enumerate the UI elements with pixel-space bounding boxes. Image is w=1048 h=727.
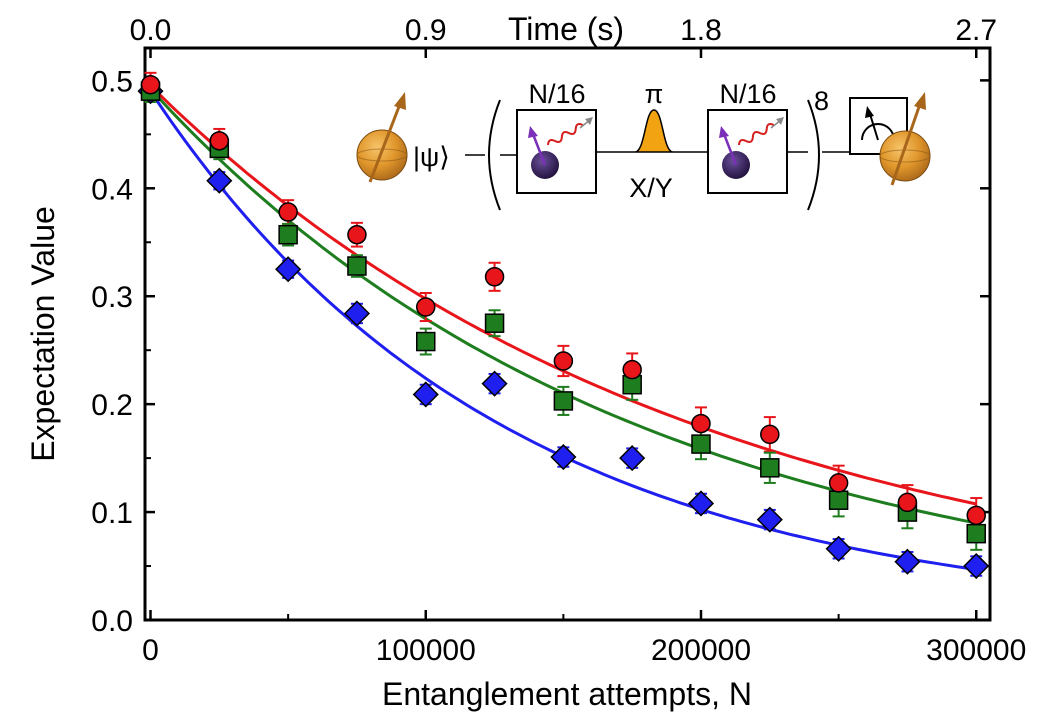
pulse-axis-label: X/Y: [629, 173, 673, 203]
data-point-square: [691, 434, 711, 454]
data-point-diamond: [206, 167, 233, 194]
output-qubit-icon: [879, 92, 931, 186]
block-2-label: N/16: [719, 79, 776, 109]
data-point-diamond: [825, 535, 852, 562]
y-tick-label: 0.4: [91, 173, 133, 206]
data-point-diamond: [412, 381, 439, 408]
data-point-square: [415, 331, 436, 352]
data-point-circle: [828, 473, 849, 493]
data-point-circle: [897, 492, 918, 513]
y-tick-label: 0.5: [91, 65, 133, 98]
data-point-circle: [760, 424, 780, 445]
data-point-square: [828, 490, 849, 510]
x-tick-label: 0: [142, 634, 159, 667]
data-point-square: [966, 523, 986, 544]
data-point-circle: [691, 413, 711, 434]
y-tick-label: 0.1: [91, 497, 133, 530]
data-point-diamond: [894, 548, 921, 575]
data-point-circle: [140, 74, 161, 95]
data-markers: [137, 74, 990, 580]
x-axis-ticks: 0 100000 200000 300000: [142, 610, 1026, 667]
sequence-diagram: |ψ⟩ N/16 π X/Y N/16: [356, 79, 931, 211]
entangle-block-1: [516, 109, 597, 194]
data-point-diamond: [756, 506, 783, 533]
top-tick-label: 1.8: [680, 14, 722, 47]
entangle-block-2: [707, 109, 788, 194]
spin-photon-icon-2: [719, 117, 784, 179]
data-point-circle: [278, 202, 298, 222]
top-tick-label: 0.0: [130, 14, 172, 47]
spin-photon-icon-1: [528, 117, 593, 179]
data-point-circle: [484, 267, 505, 287]
repeat-label: 8: [814, 86, 829, 116]
data-point-diamond: [687, 490, 715, 517]
x-tick-label: 100000: [376, 634, 476, 667]
data-point-circle: [622, 359, 642, 380]
input-qubit-icon: [356, 92, 408, 183]
data-point-square: [760, 458, 780, 478]
data-point-square: [553, 391, 574, 411]
y-axis-title: Expectation Value: [25, 206, 61, 462]
data-point-circle: [415, 297, 436, 317]
data-point-circle: [347, 224, 367, 245]
pi-pulse-icon: [634, 109, 674, 153]
x-tick-label: 300000: [926, 634, 1026, 667]
right-bracket: [807, 99, 820, 211]
y-tick-label: 0.2: [91, 389, 133, 422]
data-point-diamond: [550, 443, 577, 471]
top-axis-title: Time (s): [508, 11, 624, 47]
data-point-square: [347, 256, 367, 276]
data-point-diamond: [481, 370, 508, 397]
y-tick-label: 0.3: [91, 281, 133, 314]
left-bracket: [488, 99, 501, 211]
data-point-circle: [209, 131, 230, 151]
y-axis-ticks: 0.0 0.1 0.2 0.3 0.4 0.5: [91, 65, 990, 638]
block-1-label: N/16: [528, 79, 585, 109]
data-point-diamond: [343, 300, 370, 327]
plot-frame: [143, 46, 992, 622]
state-label: |ψ⟩: [413, 142, 450, 172]
x-tick-label: 200000: [651, 634, 751, 667]
data-point-square: [484, 313, 505, 333]
data-point-diamond: [275, 256, 302, 283]
top-axis-ticks: 0.0 0.9 1.8 2.7: [130, 14, 997, 58]
top-tick-label: 0.9: [405, 14, 447, 47]
data-point-circle: [553, 351, 574, 371]
data-point-diamond: [963, 552, 990, 580]
data-point-circle: [966, 505, 986, 526]
y-tick-label: 0.0: [91, 605, 133, 638]
x-axis-title: Entanglement attempts, N: [382, 676, 752, 712]
data-point-diamond: [619, 445, 646, 472]
pulse-label: π: [645, 79, 664, 109]
data-point-square: [278, 224, 298, 245]
top-tick-label: 2.7: [955, 14, 997, 47]
